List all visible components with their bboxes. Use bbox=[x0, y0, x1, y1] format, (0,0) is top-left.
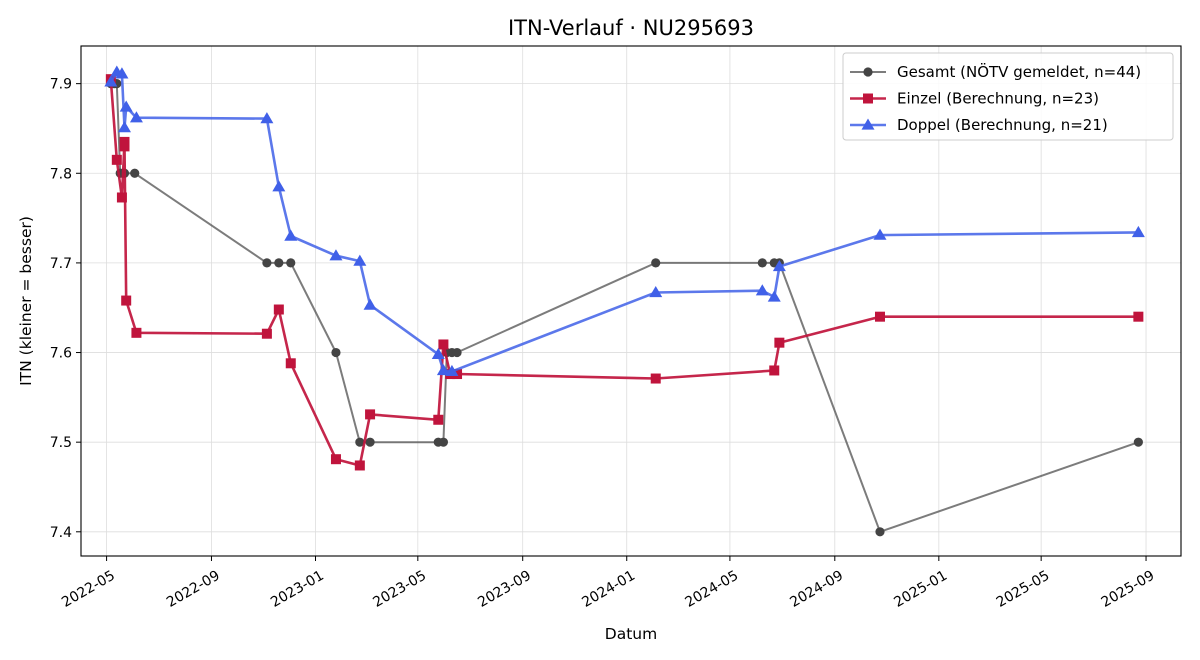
y-tick-label: 7.6 bbox=[50, 346, 72, 362]
data-point-einzel bbox=[131, 327, 142, 338]
x-tick-label: 2025-09 bbox=[1099, 568, 1158, 611]
x-tick-label: 2022-09 bbox=[164, 568, 223, 611]
data-point-einzel bbox=[285, 358, 296, 369]
data-point-einzel bbox=[433, 414, 444, 425]
data-point-doppel bbox=[873, 228, 887, 240]
data-point-doppel bbox=[353, 254, 367, 266]
plot-frame bbox=[80, 45, 1182, 557]
y-axis-ticks: 7.4 7.5 7.6 7.7 7.8 7.9 bbox=[50, 77, 81, 541]
data-point-einzel bbox=[111, 154, 122, 165]
data-point-einzel bbox=[438, 339, 449, 350]
data-point-doppel bbox=[117, 121, 131, 133]
data-point-doppel bbox=[649, 285, 663, 298]
data-point-einzel bbox=[874, 311, 885, 322]
data-point-gesamt bbox=[262, 258, 272, 268]
x-tick-label: 2024-05 bbox=[683, 568, 742, 611]
data-point-gesamt bbox=[438, 437, 449, 447]
x-tick-label: 2025-05 bbox=[994, 568, 1053, 611]
data-point-einzel bbox=[650, 373, 661, 384]
x-tick-label: 2023-01 bbox=[268, 568, 327, 611]
data-point-einzel bbox=[330, 454, 341, 465]
x-tick-label: 2023-09 bbox=[475, 568, 534, 611]
data-point-doppel bbox=[445, 364, 459, 377]
y-tick-label: 7.8 bbox=[50, 166, 72, 182]
y-tick-label: 7.7 bbox=[50, 256, 72, 272]
y-tick-label: 7.5 bbox=[50, 435, 72, 451]
x-tick-label: 2024-09 bbox=[787, 568, 846, 611]
data-point-gesamt bbox=[331, 347, 341, 358]
data-point-doppel bbox=[104, 75, 118, 87]
legend-label-doppel: Doppel (Berechnung, n=21) bbox=[897, 116, 1108, 134]
series-line-gesamt bbox=[110, 82, 1139, 533]
data-point-einzel bbox=[774, 337, 785, 348]
y-axis-label: ITN (kleiner = besser) bbox=[17, 216, 35, 386]
data-point-doppel bbox=[272, 180, 286, 192]
x-axis-label: Datum bbox=[605, 625, 657, 643]
legend-marker-gesamt bbox=[863, 67, 873, 77]
data-point-einzel bbox=[769, 365, 780, 376]
legend-marker-doppel bbox=[861, 118, 875, 130]
series-layer bbox=[104, 65, 1145, 537]
data-point-gesamt bbox=[651, 258, 661, 268]
data-point-einzel bbox=[121, 295, 132, 306]
data-point-doppel bbox=[129, 111, 143, 123]
data-point-gesamt bbox=[452, 347, 462, 358]
data-point-doppel bbox=[431, 347, 445, 360]
data-point-gesamt bbox=[365, 437, 375, 447]
data-point-doppel bbox=[363, 298, 377, 310]
legend-label-einzel: Einzel (Berechnung, n=23) bbox=[897, 90, 1099, 108]
series-doppel bbox=[104, 65, 1145, 377]
data-point-gesamt bbox=[130, 168, 140, 178]
data-point-doppel bbox=[119, 100, 133, 112]
legend-box bbox=[842, 52, 1174, 141]
x-tick-label: 2024-01 bbox=[579, 568, 638, 611]
chart-title: ITN-Verlauf · NU295693 bbox=[508, 16, 754, 40]
data-point-gesamt bbox=[1133, 437, 1143, 447]
data-point-einzel bbox=[365, 409, 376, 420]
x-axis-ticks: 2022-05 2022-09 2023-01 2023-05 2023-09 2024-… bbox=[59, 556, 1157, 611]
data-point-doppel bbox=[115, 67, 129, 79]
x-tick-label: 2023-05 bbox=[370, 568, 429, 611]
data-point-gesamt bbox=[757, 258, 767, 268]
data-point-doppel bbox=[767, 290, 781, 302]
y-tick-label: 7.4 bbox=[50, 525, 72, 541]
data-point-doppel bbox=[755, 284, 769, 296]
data-point-doppel bbox=[772, 259, 786, 272]
series-gesamt bbox=[106, 79, 1143, 537]
data-point-gesamt bbox=[875, 527, 885, 537]
data-point-einzel bbox=[261, 328, 272, 339]
x-tick-label: 2022-05 bbox=[59, 568, 118, 611]
data-point-gesamt bbox=[274, 258, 284, 268]
data-point-einzel bbox=[1133, 311, 1144, 322]
grid-lines bbox=[81, 46, 1181, 556]
data-point-einzel bbox=[354, 460, 365, 471]
x-tick-label: 2025-01 bbox=[891, 568, 950, 611]
data-point-doppel bbox=[284, 229, 298, 241]
legend-marker-einzel bbox=[863, 93, 873, 104]
data-point-doppel bbox=[260, 112, 274, 124]
y-tick-label: 7.9 bbox=[50, 77, 72, 93]
data-point-gesamt bbox=[355, 437, 365, 447]
data-point-einzel bbox=[273, 304, 284, 315]
data-point-einzel bbox=[116, 192, 127, 203]
legend-label-gesamt: Gesamt (NÖTV gemeldet, n=44) bbox=[897, 62, 1141, 81]
data-point-doppel bbox=[329, 249, 343, 261]
data-point-doppel bbox=[1131, 225, 1145, 238]
data-point-doppel bbox=[436, 363, 450, 376]
data-point-einzel bbox=[119, 141, 130, 152]
legend: Gesamt (NÖTV gemeldet, n=44) Einzel (Bere… bbox=[842, 52, 1174, 141]
data-point-gesamt bbox=[286, 258, 296, 268]
